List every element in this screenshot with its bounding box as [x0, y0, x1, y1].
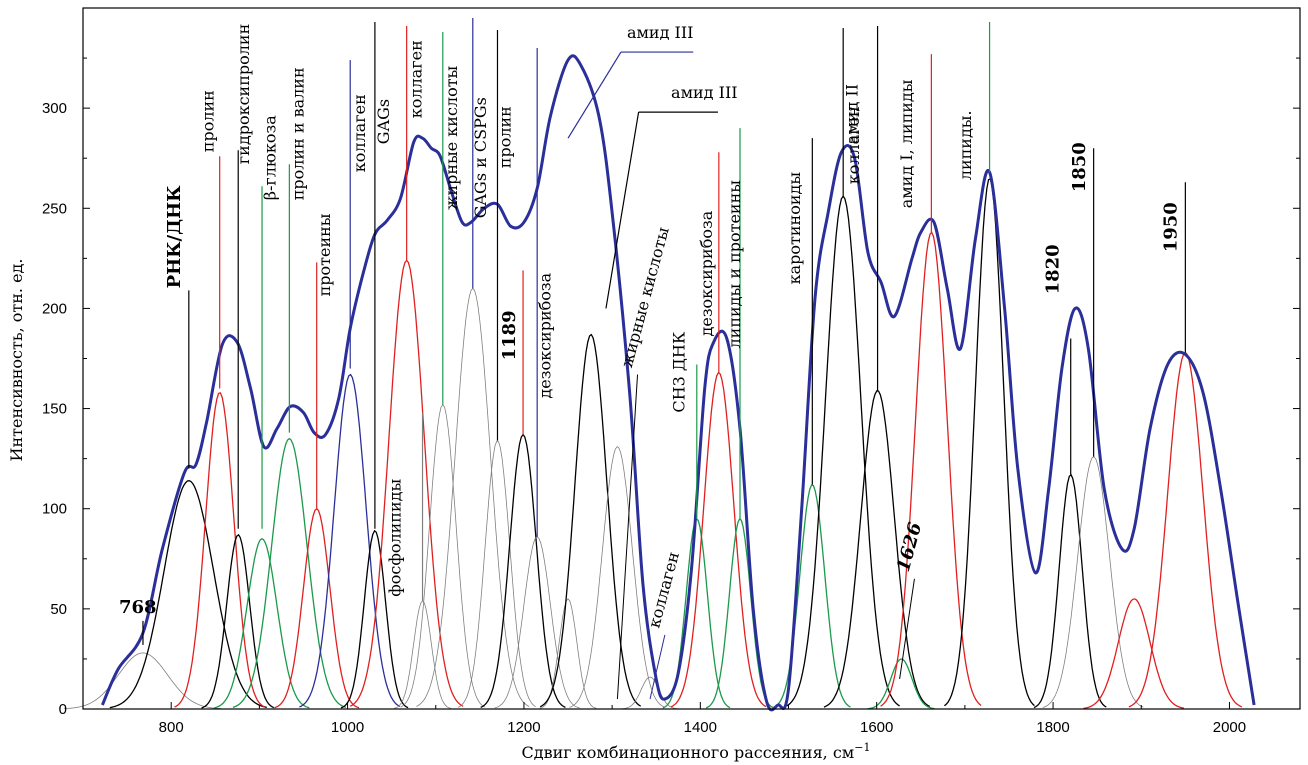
x-axis-title: Сдвиг комбинационного рассеяния, см−1	[522, 741, 871, 762]
y-tick-label-50: 50	[50, 601, 67, 618]
component-peak-1306	[569, 446, 665, 708]
component-peak-903	[213, 538, 310, 709]
x-tick-label-1200: 1200	[507, 719, 540, 736]
annotation-label: GAGs и CSPGs	[471, 97, 490, 218]
annotation-label: фосфолипиды	[386, 479, 405, 597]
component-peak-768	[63, 652, 221, 710]
annotation-label: коллаген	[350, 94, 369, 172]
annotation-label: 1950	[1161, 202, 1182, 252]
component-peak-1421	[670, 371, 767, 708]
component-peak-855	[174, 392, 265, 708]
x-tick-label-800: 800	[159, 719, 184, 736]
component-peak-934	[232, 437, 347, 709]
component-peak-1662	[880, 231, 982, 707]
annotation-label: дезоксирибоза	[535, 272, 554, 398]
component-peak-1108	[400, 403, 486, 708]
component-peak-1820	[1033, 473, 1107, 709]
annotation-label: коллаген	[844, 106, 863, 184]
component-peak-1343	[621, 676, 679, 710]
annotation-label: GAGs	[374, 99, 393, 144]
annotation-leader	[649, 634, 666, 700]
component-peak-965	[274, 507, 360, 709]
component-peak-1601	[823, 390, 931, 708]
annotation-label: пролин	[199, 90, 218, 152]
annotation-leader	[899, 578, 915, 680]
x-tick-label-1600: 1600	[860, 719, 893, 736]
y-tick-label-0: 0	[59, 701, 67, 718]
component-peak-1892	[1083, 598, 1185, 709]
annotation-label: CH3 ДНК	[669, 331, 688, 412]
y-tick-label-150: 150	[42, 401, 67, 418]
annotation-label: пролин и валин	[289, 67, 308, 200]
x-tick-label-1400: 1400	[684, 719, 717, 736]
annotation-label: амид III	[627, 23, 694, 42]
annotation-label: 1626	[893, 520, 926, 574]
annotation-label: дезоксирибоза	[697, 210, 716, 336]
annotation-label: 1189	[499, 310, 520, 360]
component-peak-1031	[340, 529, 409, 709]
component-peak-1215	[494, 536, 580, 709]
annotation-label: 768	[119, 597, 157, 618]
component-peak-1728	[943, 177, 1035, 707]
y-axis-title: Интенсивность, отн. ед.	[7, 259, 26, 462]
annotation-label: 1820	[1042, 244, 1063, 294]
component-peak-1003	[299, 373, 401, 708]
annotation-label: каротиноиды	[785, 172, 804, 285]
annotation-leader	[616, 374, 639, 700]
component-peak-1950	[1128, 351, 1243, 708]
annotation-label: липиды и протеины	[725, 180, 744, 349]
component-peak-876	[201, 533, 275, 709]
annotation-label: РНК/ДНК	[164, 185, 185, 289]
component-peak-1527	[772, 484, 851, 709]
annotation-label: коллаген	[407, 40, 426, 118]
component-peak-1199	[480, 433, 566, 708]
y-tick-label-250: 250	[42, 200, 67, 217]
component-peak-1628	[867, 658, 935, 710]
annotation-label: коллаген	[644, 550, 683, 630]
y-tick-label-100: 100	[42, 501, 67, 518]
component-peak-1170	[457, 440, 536, 708]
component-peak-1250	[539, 598, 597, 709]
annotation-label: липиды.	[956, 110, 975, 180]
annotation-label: жирные кислоты	[617, 225, 673, 370]
annotation-label: амид III	[671, 83, 738, 102]
annotation-leader	[605, 112, 640, 309]
annotation-leader	[567, 51, 622, 139]
component-peak-1846	[1042, 456, 1144, 708]
annotation-label: жирные кислоты	[442, 65, 461, 210]
envelope-line	[101, 54, 1256, 712]
y-tick-label-200: 200	[42, 300, 67, 317]
x-tick-label-1000: 1000	[331, 719, 364, 736]
annotation-label: гидроксипролин	[234, 24, 253, 164]
annotation-label: амид II	[842, 84, 861, 144]
component-peak-1067	[349, 259, 464, 707]
y-tick-label-300: 300	[42, 100, 67, 117]
annotation-label: пролин	[496, 106, 515, 168]
component-peak-820	[109, 480, 267, 709]
x-tick-label-2000: 2000	[1213, 719, 1246, 736]
annotation-label: протеины	[315, 213, 334, 296]
annotation-label: β-глюкоза	[260, 115, 279, 200]
component-peak-1276	[539, 333, 642, 708]
peak-annotations: 768 РНК/ДНК пролин гидроксипролин β-глюкоза п…	[119, 18, 1186, 700]
component-peak-1562	[786, 195, 900, 707]
annotation-label: 1850	[1069, 142, 1090, 192]
axes: 800 1000 1200 1400 1600 1800 2000 0 50 100 150 200 2…	[42, 7, 1301, 736]
x-tick-label-1800: 1800	[1036, 719, 1069, 736]
envelope-series	[101, 54, 1256, 712]
annotation-label: амид I, липиды	[897, 79, 916, 208]
